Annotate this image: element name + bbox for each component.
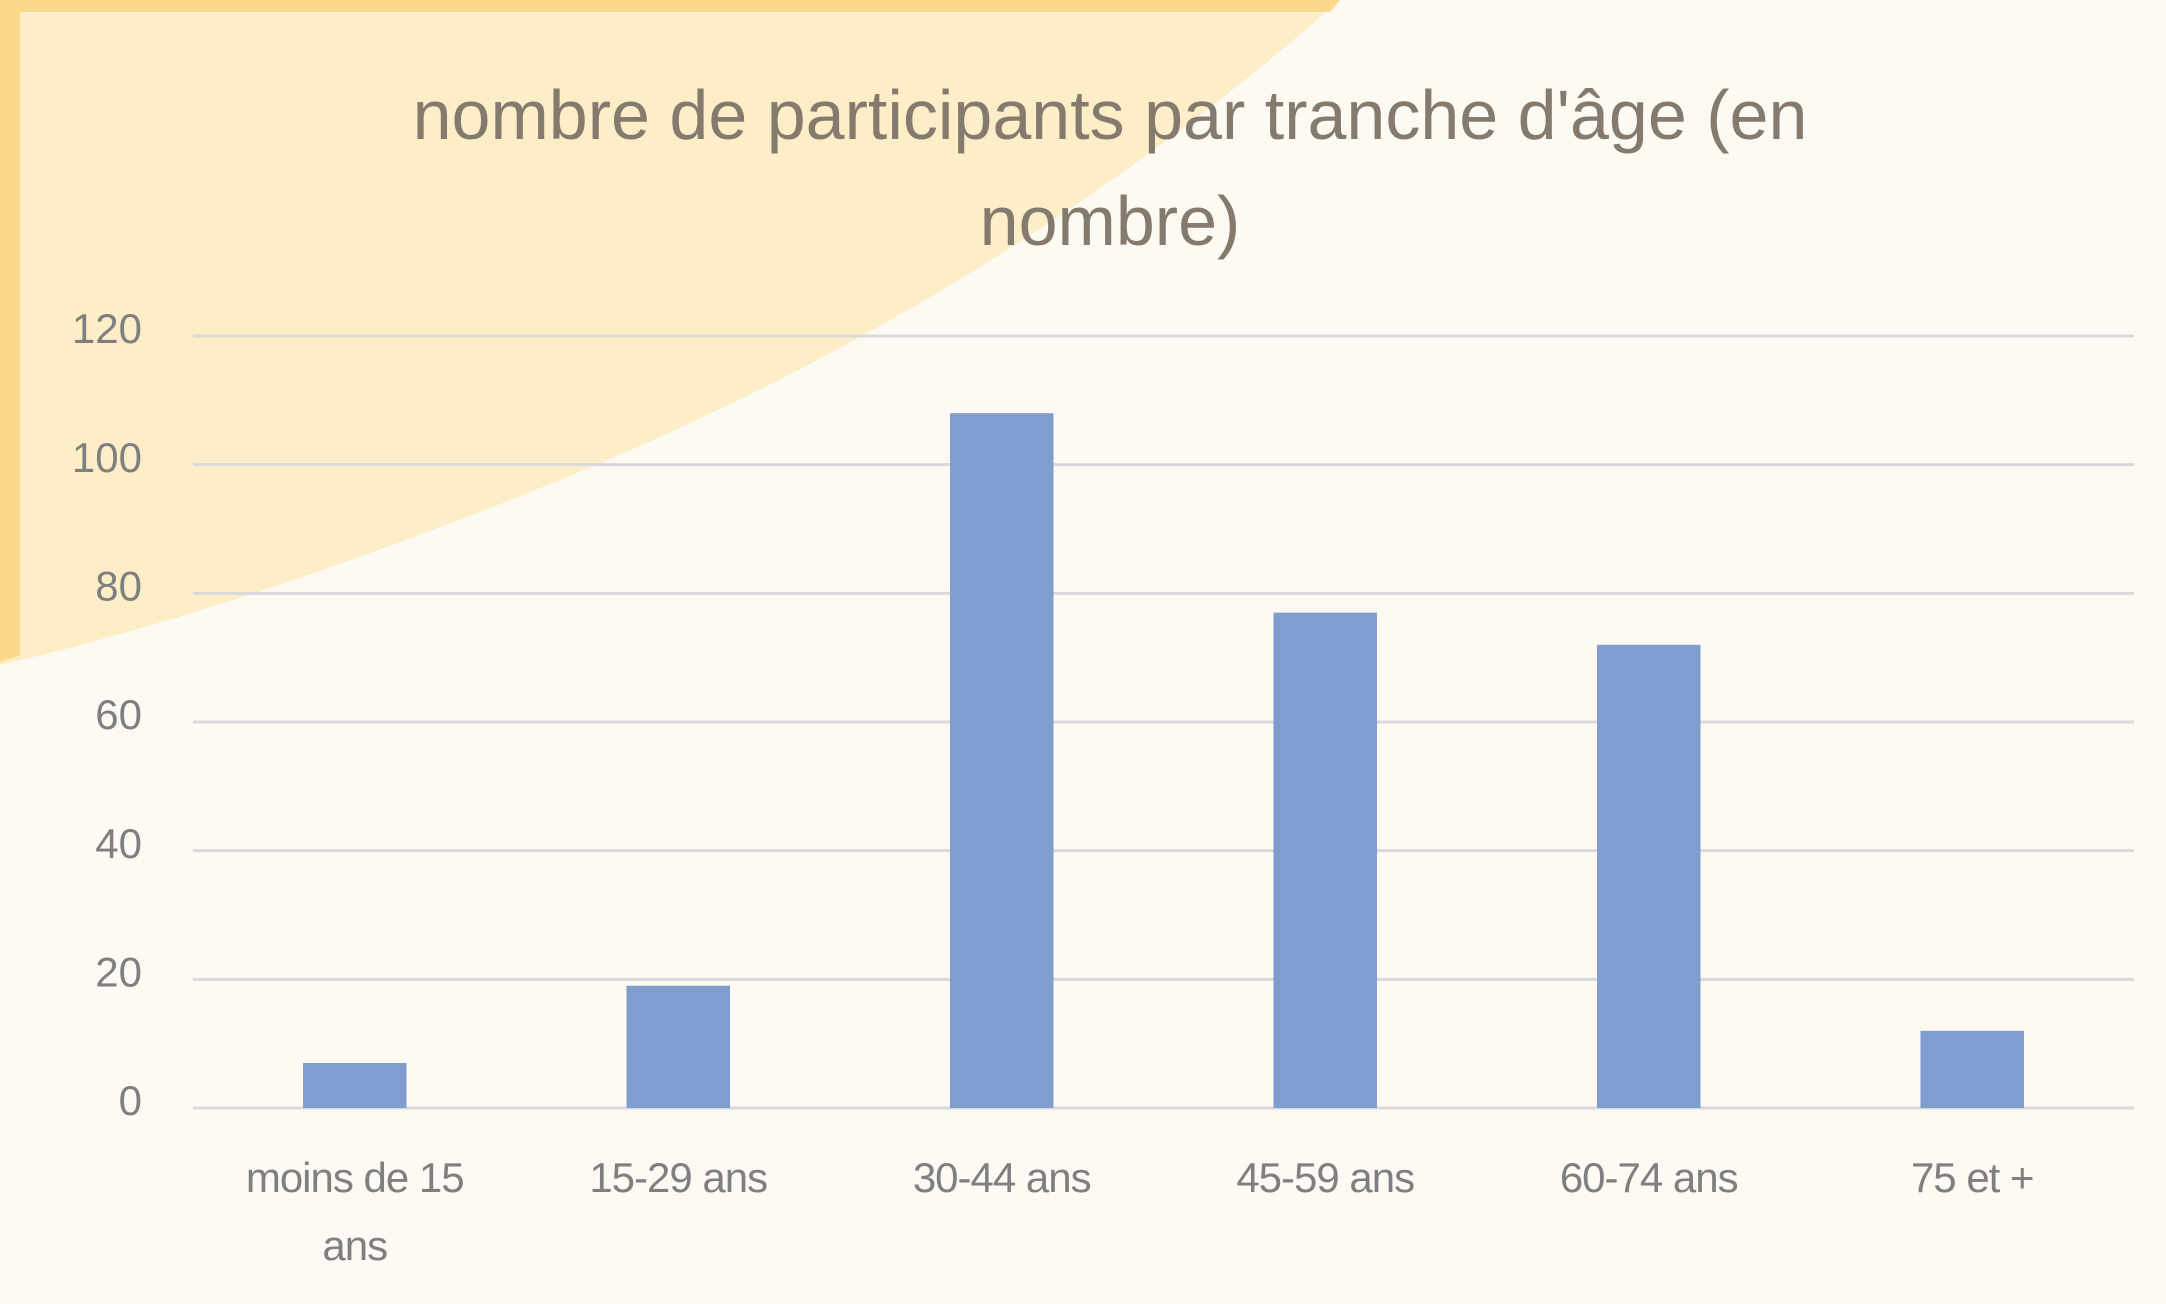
y-tick-label: 0: [119, 1077, 142, 1124]
x-tick-label: moins de 15 ans: [245, 1154, 465, 1269]
chart-title: nombre de participants par tranche d'âge…: [412, 76, 1808, 260]
bar: [626, 985, 731, 1108]
bar: [1596, 644, 1701, 1108]
plot-area: 0 20 40 60 80 100 120: [72, 305, 2134, 1124]
x-tick-label: 75 et +: [1910, 1154, 2035, 1201]
y-tick-label: 120: [72, 305, 142, 352]
decor-strip: [0, 0, 20, 662]
decor-shape: [0, 0, 1340, 665]
y-tick-label: 20: [95, 948, 142, 995]
y-tick-label: 60: [95, 691, 142, 738]
bar: [1920, 1030, 2025, 1108]
x-tick-label: 60-74 ans: [1559, 1154, 1739, 1201]
bar: [949, 413, 1054, 1108]
bar: [1273, 612, 1378, 1108]
x-tick-label: 30-44 ans: [912, 1154, 1092, 1201]
x-tick-label: 45-59 ans: [1236, 1154, 1415, 1201]
y-tick-label: 80: [95, 562, 142, 609]
decor-strip: [0, 0, 1340, 12]
y-tick-label: 100: [72, 434, 142, 481]
x-tick-label: 15-29 ans: [589, 1154, 768, 1201]
y-tick-label: 40: [95, 820, 142, 867]
bar: [302, 1062, 407, 1108]
